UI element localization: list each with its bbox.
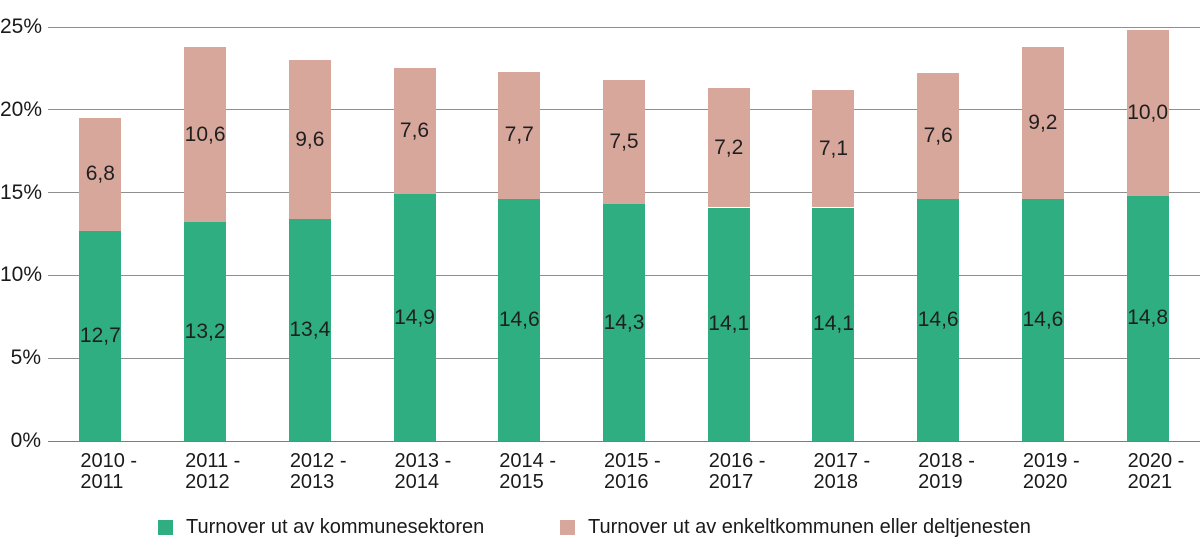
value-label: 7,7 (504, 123, 534, 147)
value-label: 9,6 (295, 127, 325, 151)
x-tick-label: 2012 - 2013 (289, 450, 347, 493)
x-tick-label: 2020 - 2021 (1127, 450, 1185, 493)
legend-label-enkeltkommunen: Turnover ut av enkeltkommunen eller delt… (588, 515, 1031, 538)
value-label: 10,6 (184, 122, 226, 146)
bar-segment-pink (707, 88, 750, 208)
bar-segment-green (1126, 195, 1169, 441)
value-label: 14,8 (1127, 306, 1169, 330)
bar-segment-green (603, 204, 645, 441)
bar-segment-green (812, 207, 855, 441)
x-tick-label: 2017 - 2018 (813, 450, 871, 493)
value-label: 14,3 (603, 310, 645, 334)
x-tick-label: 2015 - 2016 (604, 450, 661, 493)
value-label: 10,0 (1127, 101, 1169, 125)
bar-segment-green (184, 222, 227, 441)
legend-swatch-green (158, 519, 173, 535)
value-label: 12,7 (79, 323, 121, 347)
value-label: 13,4 (289, 318, 331, 342)
y-tick-label: 15% (0, 180, 43, 204)
value-label: 14,9 (394, 305, 435, 329)
y-tick-label: 25% (0, 15, 43, 38)
value-label: 9,2 (1028, 111, 1058, 135)
value-label: 14,6 (1022, 308, 1064, 332)
bar-segment-pink (603, 79, 645, 205)
bar-segment-pink (79, 118, 122, 231)
gridline-0% (48, 440, 1200, 442)
x-tick-label: 2016 - 2017 (708, 450, 766, 493)
value-label: 14,6 (498, 308, 540, 332)
bar-segment-pink (1126, 30, 1169, 196)
bar-segment-green (498, 199, 541, 441)
x-tick-label: 2019 - 2020 (1022, 450, 1080, 493)
value-label: 7,2 (714, 135, 744, 159)
bar-segment-green (288, 219, 331, 441)
legend-item-enkeltkommunen: Turnover ut av enkeltkommunen eller delt… (560, 512, 1031, 542)
bar-segment-pink (812, 89, 855, 208)
x-tick-label: 2011 - 2012 (185, 450, 241, 493)
y-tick-label: 20% (0, 97, 43, 121)
gridline-25% (48, 26, 1200, 28)
legend-item-kommunesektoren: Turnover ut av kommunesektoren (158, 512, 484, 542)
x-tick-label: 2010 - 2011 (80, 450, 138, 493)
bar-segment-pink (288, 60, 331, 220)
x-tick-label: 2014 - 2015 (499, 450, 556, 493)
y-tick-label: 5% (10, 346, 41, 370)
bar-segment-pink (917, 73, 960, 200)
y-tick-label: 0% (10, 429, 41, 452)
bar-segment-pink (184, 46, 227, 223)
bar-segment-green (1021, 199, 1064, 441)
bar-segment-green (393, 194, 436, 441)
value-label: 7,6 (399, 119, 430, 143)
bar-segment-pink (393, 68, 436, 195)
bar-segment-pink (498, 71, 541, 200)
legend-swatch-pink (560, 519, 575, 535)
value-label: 6,8 (85, 162, 115, 186)
y-tick-label: 10% (0, 263, 43, 287)
bar-segment-green (917, 199, 960, 441)
x-tick-label: 2018 - 2019 (918, 450, 975, 493)
value-label: 7,5 (609, 130, 639, 154)
value-label: 13,2 (184, 319, 226, 343)
value-label: 14,6 (917, 308, 959, 332)
value-label: 14,1 (813, 312, 854, 336)
value-label: 7,1 (818, 136, 849, 160)
bar-segment-pink (1021, 46, 1064, 200)
value-label: 7,6 (923, 124, 953, 148)
x-tick-label: 2013 - 2014 (394, 450, 452, 493)
legend: Turnover ut av kommunesektoren Turnover … (0, 512, 1200, 542)
bar-segment-green (79, 230, 122, 441)
value-label: 14,1 (708, 312, 750, 336)
legend-label-kommunesektoren: Turnover ut av kommunesektoren (186, 515, 485, 538)
bar-segment-green (707, 207, 750, 441)
